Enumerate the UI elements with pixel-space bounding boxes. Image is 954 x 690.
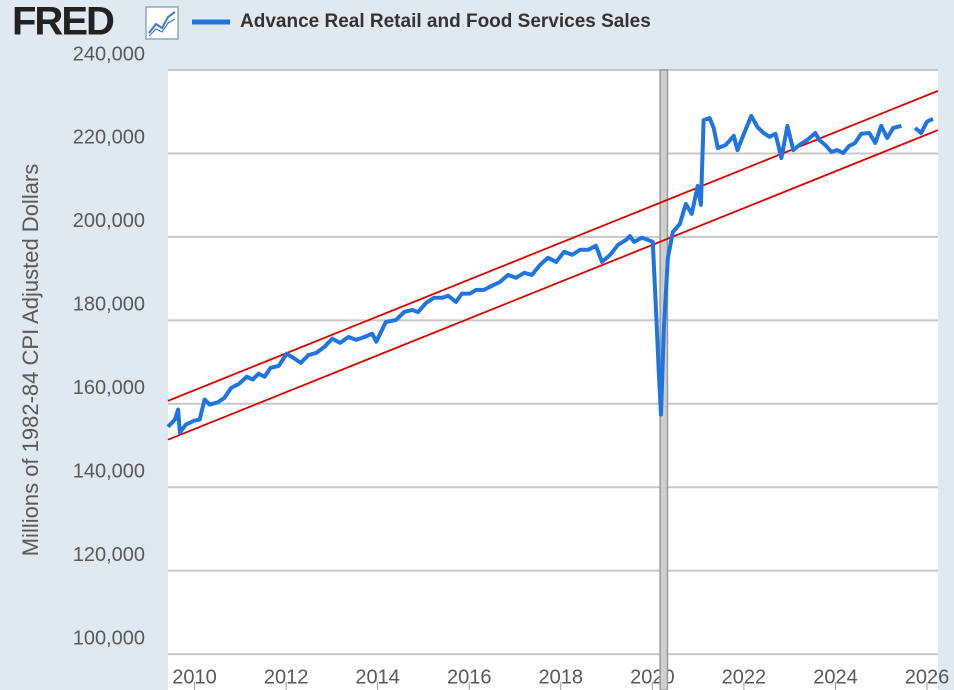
y-tick-label: 160,000	[73, 377, 145, 399]
y-tick-label: 140,000	[73, 461, 145, 483]
series-line	[166, 113, 934, 435]
x-tick-label: 2012	[264, 666, 309, 688]
trend-line	[167, 90, 939, 402]
y-tick-label: 200,000	[73, 210, 145, 232]
logo-icon	[145, 6, 179, 40]
y-tick-label: 180,000	[73, 294, 145, 316]
legend-label: Advance Real Retail and Food Services Sa…	[240, 11, 651, 32]
y-tick-label: 240,000	[73, 43, 145, 65]
x-tick-label: 2026	[905, 666, 950, 688]
logo: FRED	[12, 0, 114, 44]
trend-line	[167, 129, 939, 441]
y-tick-label: 120,000	[73, 544, 145, 566]
x-tick-label: 2016	[447, 666, 492, 688]
x-tick-label: 2014	[355, 666, 400, 688]
plot-area	[168, 70, 938, 690]
x-tick-label: 2010	[172, 666, 217, 688]
x-tick-label: 2018	[539, 666, 584, 688]
y-axis-label: Millions of 1982-84 CPI Adjusted Dollars	[18, 164, 43, 557]
x-tick-label: 2022	[722, 666, 767, 688]
x-tick-label: 2024	[813, 666, 858, 688]
y-tick-label: 100,000	[73, 627, 145, 649]
y-tick-label: 220,000	[73, 127, 145, 149]
